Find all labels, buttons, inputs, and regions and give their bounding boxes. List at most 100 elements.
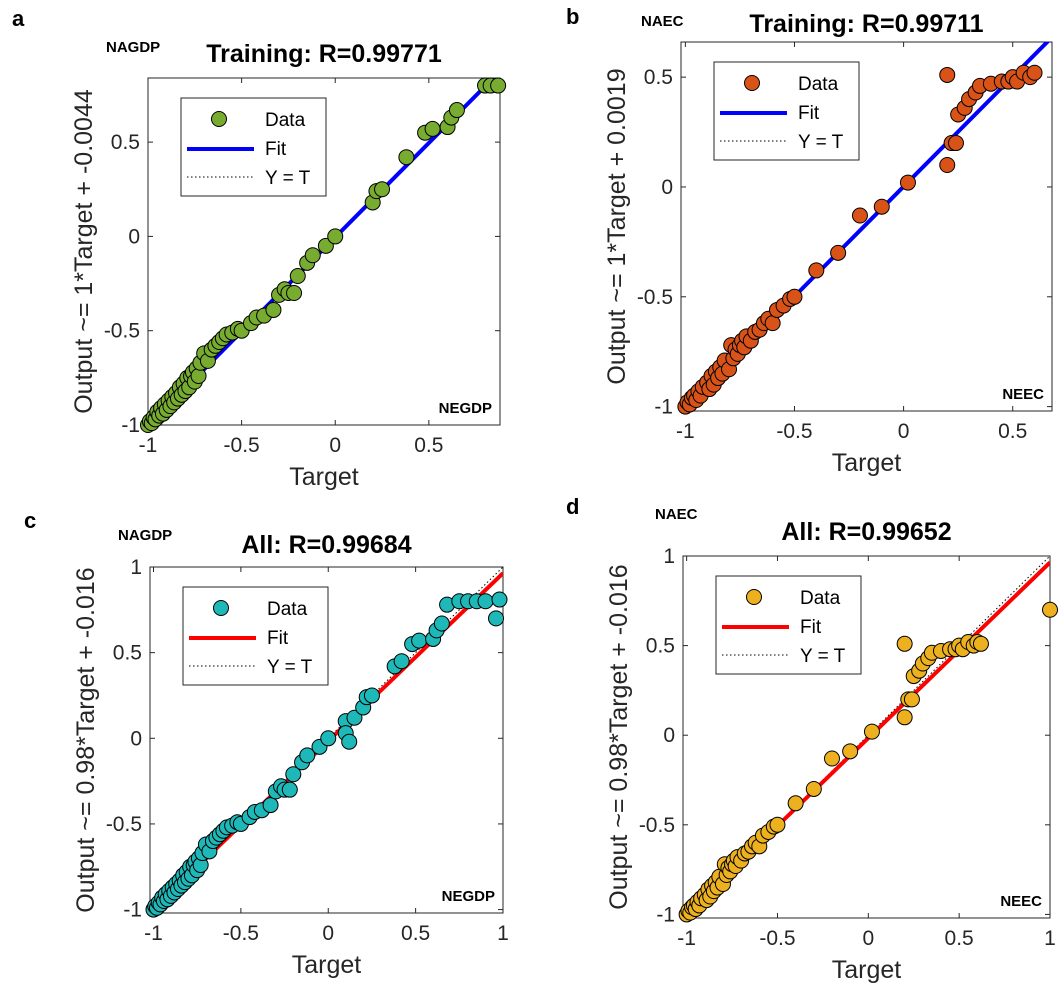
- data-point: [477, 593, 494, 610]
- panel-letter: d: [566, 494, 579, 519]
- x-tick-label: -0.5: [223, 922, 259, 945]
- data-point: [393, 653, 410, 670]
- x-tick-label: -1: [139, 434, 158, 457]
- data-point: [262, 797, 279, 814]
- data-point: [896, 709, 913, 726]
- legend-entry: Y = T: [800, 646, 846, 667]
- y-tick-label: -0.5: [104, 320, 140, 343]
- data-point: [374, 181, 391, 198]
- panel-b: -1 -0.5 0 0.5 -1 -0.5 0 0.5 Data Fit Y = T NEEC Trai…: [566, 4, 1053, 477]
- data-point: [488, 610, 505, 627]
- panel-letter: c: [24, 508, 36, 533]
- data-point: [341, 733, 358, 750]
- x-tick-label: 0.5: [998, 420, 1027, 443]
- output-variable-label: NEGDP: [439, 400, 492, 417]
- x-tick-label: -0.5: [224, 434, 260, 457]
- data-point: [830, 244, 847, 261]
- input-variable-label: NAGDP: [118, 527, 172, 544]
- legend-entry: Fit: [798, 103, 820, 124]
- x-tick-label: -1: [676, 420, 695, 443]
- x-tick-label: 0: [862, 927, 874, 950]
- data-point: [448, 102, 465, 119]
- y-axis-label: Output ~= 0.98*Target + -0.016: [605, 564, 633, 909]
- legend-data-marker: [213, 600, 229, 616]
- y-tick-label: -0.5: [106, 813, 142, 836]
- output-variable-label: NEGDP: [442, 888, 495, 905]
- x-tick-label: 1: [1044, 927, 1056, 950]
- data-point: [265, 301, 282, 318]
- y-tick-label: 0: [128, 225, 140, 248]
- data-point: [863, 723, 880, 740]
- data-point: [842, 743, 859, 760]
- input-variable-label: NAEC: [641, 13, 684, 30]
- legend-entry: Fit: [267, 628, 289, 649]
- output-variable-label: NEEC: [1002, 386, 1044, 403]
- data-point: [808, 262, 825, 279]
- data-point: [433, 615, 450, 632]
- panel-d: -1 -0.5 0 0.5 1 -1 -0.5 0 0.5 1 Data Fit Y = T NEEC Al…: [566, 494, 1058, 984]
- legend-entry: Y = T: [267, 657, 313, 678]
- legend-entry: Y = T: [265, 168, 311, 189]
- x-tick-label: 1: [497, 922, 509, 945]
- panel-letter: b: [566, 4, 579, 29]
- legend-entry: Data: [267, 599, 308, 620]
- data-point: [320, 730, 337, 747]
- y-tick-label: -0.5: [639, 814, 675, 837]
- legend-entry: Y = T: [798, 132, 844, 153]
- data-point: [947, 135, 964, 152]
- y-tick-label: -1: [123, 899, 142, 922]
- data-point: [896, 635, 913, 652]
- output-variable-label: NEEC: [1000, 893, 1042, 910]
- data-point: [787, 795, 804, 812]
- y-tick-label: 0.5: [646, 635, 675, 658]
- data-point: [424, 120, 441, 137]
- legend-data-marker: [744, 75, 760, 91]
- chart-title: Training: R=0.99771: [206, 40, 442, 68]
- x-tick-label: -0.5: [776, 420, 812, 443]
- y-axis-label: Output ~= 1*Target + 0.0019: [603, 68, 631, 384]
- data-point: [899, 174, 916, 191]
- legend-data-marker: [746, 589, 762, 605]
- legend-data-marker: [211, 111, 227, 127]
- y-tick-label: 0: [130, 727, 142, 750]
- x-tick-label: -1: [677, 927, 696, 950]
- x-axis-label: Target: [292, 951, 362, 979]
- data-point: [398, 149, 415, 166]
- x-tick-label: -0.5: [759, 927, 795, 950]
- chart-title: All: R=0.99652: [781, 518, 951, 546]
- x-tick-label: -1: [144, 922, 163, 945]
- data-point: [289, 268, 306, 285]
- legend-entry: Fit: [800, 617, 822, 638]
- x-tick-label: 0: [329, 434, 341, 457]
- data-point: [411, 632, 428, 649]
- data-point: [327, 228, 344, 245]
- panel-letter: a: [12, 6, 25, 31]
- data-point: [903, 691, 920, 708]
- data-point: [190, 367, 207, 384]
- data-point: [304, 247, 321, 264]
- legend-entry: Data: [265, 110, 306, 131]
- data-point: [286, 284, 303, 301]
- y-tick-label: -1: [654, 396, 673, 419]
- data-point: [939, 66, 956, 83]
- input-variable-label: NAGDP: [106, 39, 160, 56]
- x-tick-label: 0: [322, 922, 334, 945]
- data-point: [363, 687, 380, 704]
- data-point: [490, 77, 507, 94]
- y-tick-label: 0: [661, 176, 673, 199]
- legend-entry: Data: [800, 588, 841, 609]
- data-point: [805, 780, 822, 797]
- data-point: [1042, 601, 1058, 618]
- x-axis-label: Target: [832, 956, 902, 984]
- data-point: [346, 709, 363, 726]
- y-axis-label: Output ~= 0.98*Target + -0.016: [72, 567, 100, 912]
- y-tick-label: 1: [663, 545, 675, 568]
- data-point: [491, 591, 508, 608]
- x-axis-label: Target: [832, 449, 902, 477]
- x-tick-label: 0.5: [414, 434, 443, 457]
- data-point: [1026, 64, 1043, 81]
- data-point: [873, 198, 890, 215]
- y-tick-label: -1: [121, 414, 140, 437]
- x-tick-label: 0.5: [401, 922, 430, 945]
